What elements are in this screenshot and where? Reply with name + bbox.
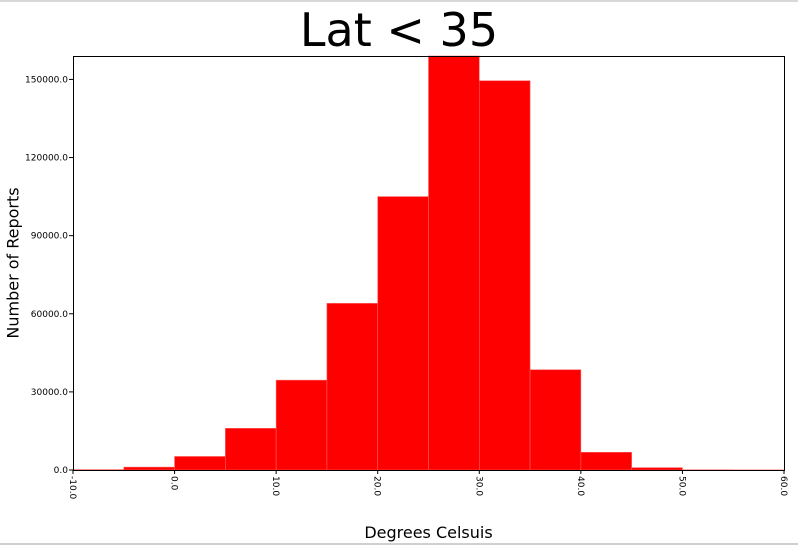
chart-title: Lat < 35 [299,3,499,57]
y-tick-label: 90000.0 [31,232,68,242]
x-tick-label: 0.0 [169,476,179,491]
histogram-bar [529,369,582,471]
window-bottom-border [0,543,798,545]
histogram-bar [174,456,226,471]
x-tick-label: 50.0 [676,476,686,496]
x-axis-label: Degrees Celsuis [364,523,493,542]
x-tick-label: 40.0 [575,476,585,496]
histogram-bar [631,467,683,471]
histogram-bar [123,466,175,471]
x-tick-label: 60.0 [778,476,788,496]
plot-area-frame [73,56,785,471]
histogram-bar [428,55,480,471]
histogram-bar [478,80,531,471]
y-tick-label: 30000.0 [31,388,68,398]
window-top-border [0,0,798,2]
histogram-bar [225,428,277,471]
y-tick-label: 120000.0 [25,154,68,164]
histogram-bar [326,303,379,471]
y-tick-label: 0.0 [54,466,69,476]
histogram-bar [580,451,632,471]
histogram-bars [72,55,785,471]
y-axis-ticks: 0.0 30000.0 60000.0 90000.0 120000.0 150000.0 [25,75,73,476]
x-axis-ticks: -10.0 0.0 10.0 20.0 30.0 40.0 50.0 60.0 [67,470,788,500]
x-tick-label: -10.0 [67,476,77,500]
y-tick-label: 150000.0 [25,75,68,85]
histogram-bar [275,379,328,471]
histogram-bar [377,196,429,471]
x-tick-label: 20.0 [372,476,382,496]
y-tick-label: 60000.0 [31,310,68,320]
x-tick-label: 10.0 [270,476,280,496]
x-tick-label: 30.0 [473,476,483,496]
